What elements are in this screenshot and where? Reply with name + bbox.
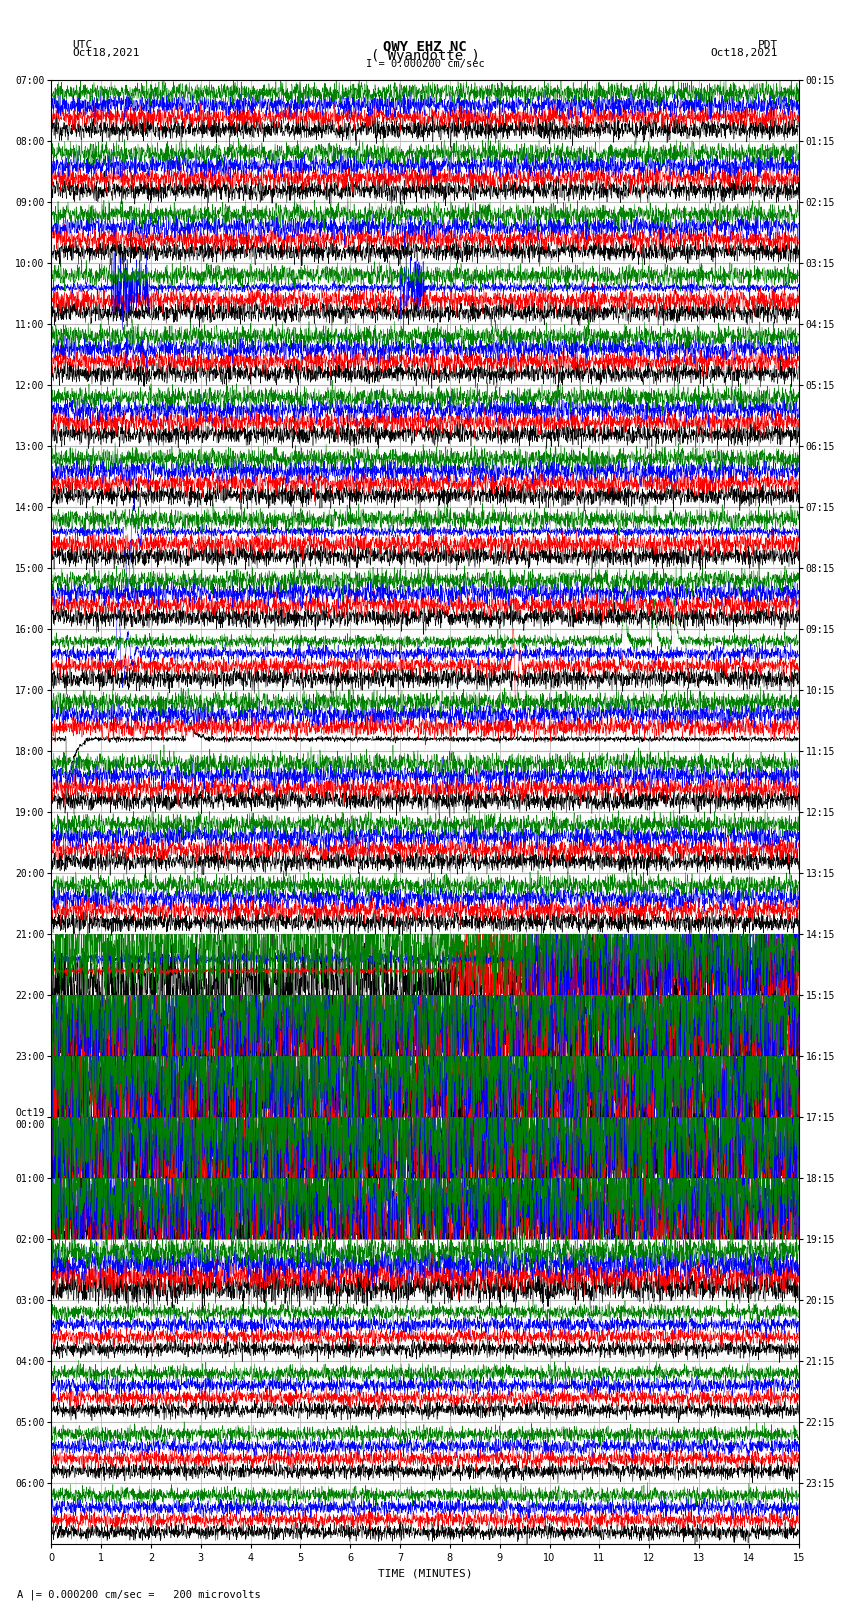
X-axis label: TIME (MINUTES): TIME (MINUTES) <box>377 1569 473 1579</box>
Text: QWY EHZ NC: QWY EHZ NC <box>383 39 467 53</box>
Text: ( Wyandotte ): ( Wyandotte ) <box>371 50 479 63</box>
Text: UTC: UTC <box>72 39 93 50</box>
Text: I = 0.000200 cm/sec: I = 0.000200 cm/sec <box>366 58 484 69</box>
Text: PDT: PDT <box>757 39 778 50</box>
Text: Oct18,2021: Oct18,2021 <box>72 47 139 58</box>
Text: A |= 0.000200 cm/sec =   200 microvolts: A |= 0.000200 cm/sec = 200 microvolts <box>17 1589 261 1600</box>
Text: Oct18,2021: Oct18,2021 <box>711 47 778 58</box>
